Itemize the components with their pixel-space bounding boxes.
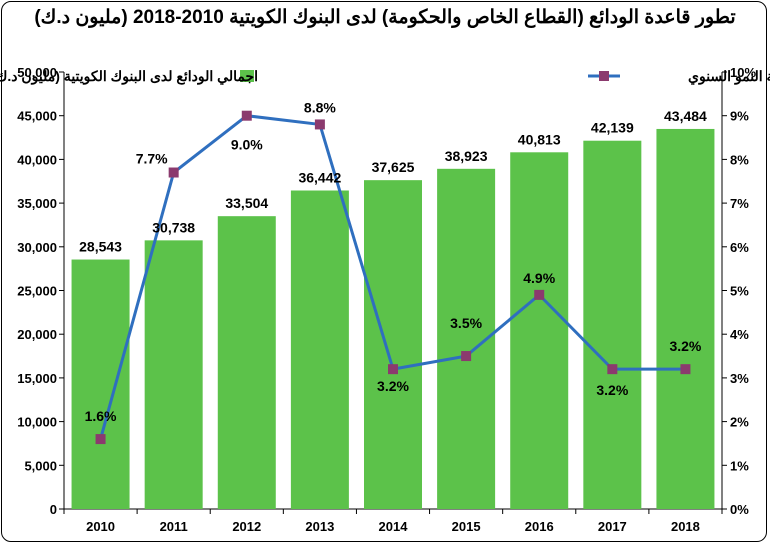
growth-marker <box>534 289 545 300</box>
x-tick-label: 2012 <box>232 519 261 534</box>
legend-bar-swatch <box>240 70 254 82</box>
x-tick-label: 2015 <box>452 519 481 534</box>
legend: نسبة النمو السنوي اجمالي الودائع لدى البن… <box>0 68 770 85</box>
y-right-tick-label: 8% <box>730 152 749 167</box>
y-left-tick-label: 5,000 <box>24 458 57 473</box>
bar <box>583 140 642 509</box>
growth-value-label: 8.8% <box>304 99 336 115</box>
x-tick-label: 2018 <box>671 519 700 534</box>
y-right-tick-label: 4% <box>730 327 749 342</box>
y-left-tick-label: 25,000 <box>17 284 57 299</box>
growth-marker <box>241 110 252 121</box>
bar-value-label: 30,738 <box>152 219 195 235</box>
legend-line-marker <box>599 71 609 81</box>
bar <box>364 180 422 509</box>
growth-marker <box>314 119 325 130</box>
growth-value-label: 3.2% <box>596 382 628 398</box>
bar <box>71 259 130 509</box>
growth-value-label: 9.0% <box>231 137 263 153</box>
growth-value-label: 3.2% <box>377 378 409 394</box>
bar-value-label: 37,625 <box>372 159 415 175</box>
x-tick-label: 2014 <box>379 519 409 534</box>
y-right-tick-label: 3% <box>730 371 749 386</box>
x-tick-label: 2016 <box>525 519 554 534</box>
bar <box>510 152 569 509</box>
y-left-tick-label: 10,000 <box>17 415 57 430</box>
bar-value-label: 42,139 <box>591 120 634 136</box>
y-right-tick-label: 9% <box>730 109 749 124</box>
chart-title: تطور قاعدة الودائع (القطاع الخاص والحكوم… <box>34 7 736 28</box>
bar <box>656 128 715 510</box>
x-tick-label: 2010 <box>86 519 115 534</box>
y-right-tick-label: 0% <box>730 502 749 517</box>
y-left-tick-label: 30,000 <box>17 240 57 255</box>
y-left-tick-label: 40,000 <box>17 152 57 167</box>
growth-value-label: 3.2% <box>669 338 701 354</box>
bar-value-label: 28,543 <box>79 239 122 255</box>
bar <box>144 240 203 509</box>
growth-value-label: 4.9% <box>523 270 555 286</box>
bar-value-label: 43,484 <box>664 108 707 124</box>
y-left-tick-label: 50,000 <box>17 65 57 80</box>
data-labels: 28,543 30,738 33,504 36,442 37,625 38,923 40,8… <box>79 99 707 424</box>
growth-marker <box>168 167 179 178</box>
y-right-tick-label: 2% <box>730 415 749 430</box>
x-tick-label: 2013 <box>305 519 334 534</box>
bar-value-label: 36,442 <box>298 169 341 185</box>
bars <box>71 128 715 510</box>
y-right-tick-label: 1% <box>730 458 749 473</box>
bar <box>290 190 349 509</box>
growth-value-label: 1.6% <box>85 408 117 424</box>
y-right-tick-label: 6% <box>730 240 749 255</box>
x-tick-label: 2011 <box>160 519 188 534</box>
y-left-tick-label: 20,000 <box>17 327 57 342</box>
growth-marker <box>680 364 691 375</box>
growth-value-label: 7.7% <box>136 151 168 167</box>
y-right-tick-label: 7% <box>730 196 749 211</box>
growth-marker <box>95 434 106 445</box>
bar-value-label: 38,923 <box>445 148 488 164</box>
growth-marker <box>388 364 398 375</box>
bar-value-label: 40,813 <box>518 131 561 147</box>
y-left-tick-label: 0 <box>50 502 57 517</box>
growth-value-label: 3.5% <box>450 315 482 331</box>
bar <box>217 216 276 509</box>
y-right-tick-label: 5% <box>730 284 749 299</box>
bar-value-label: 33,504 <box>225 195 268 211</box>
growth-marker <box>461 351 472 362</box>
legend-bar-label: اجمالي الودائع لدى البنوك الكويتية (مليو… <box>0 68 258 85</box>
growth-line <box>95 110 691 445</box>
growth-marker <box>607 364 618 375</box>
y-left-tick-label: 35,000 <box>17 196 57 211</box>
x-tick-label: 2017 <box>598 519 627 534</box>
y-left-tick-label: 45,000 <box>17 109 57 124</box>
y-right-tick-label: 10% <box>730 65 756 80</box>
legend-line-label: نسبة النمو السنوي <box>688 68 770 85</box>
y-left-tick-label: 15,000 <box>17 371 57 386</box>
